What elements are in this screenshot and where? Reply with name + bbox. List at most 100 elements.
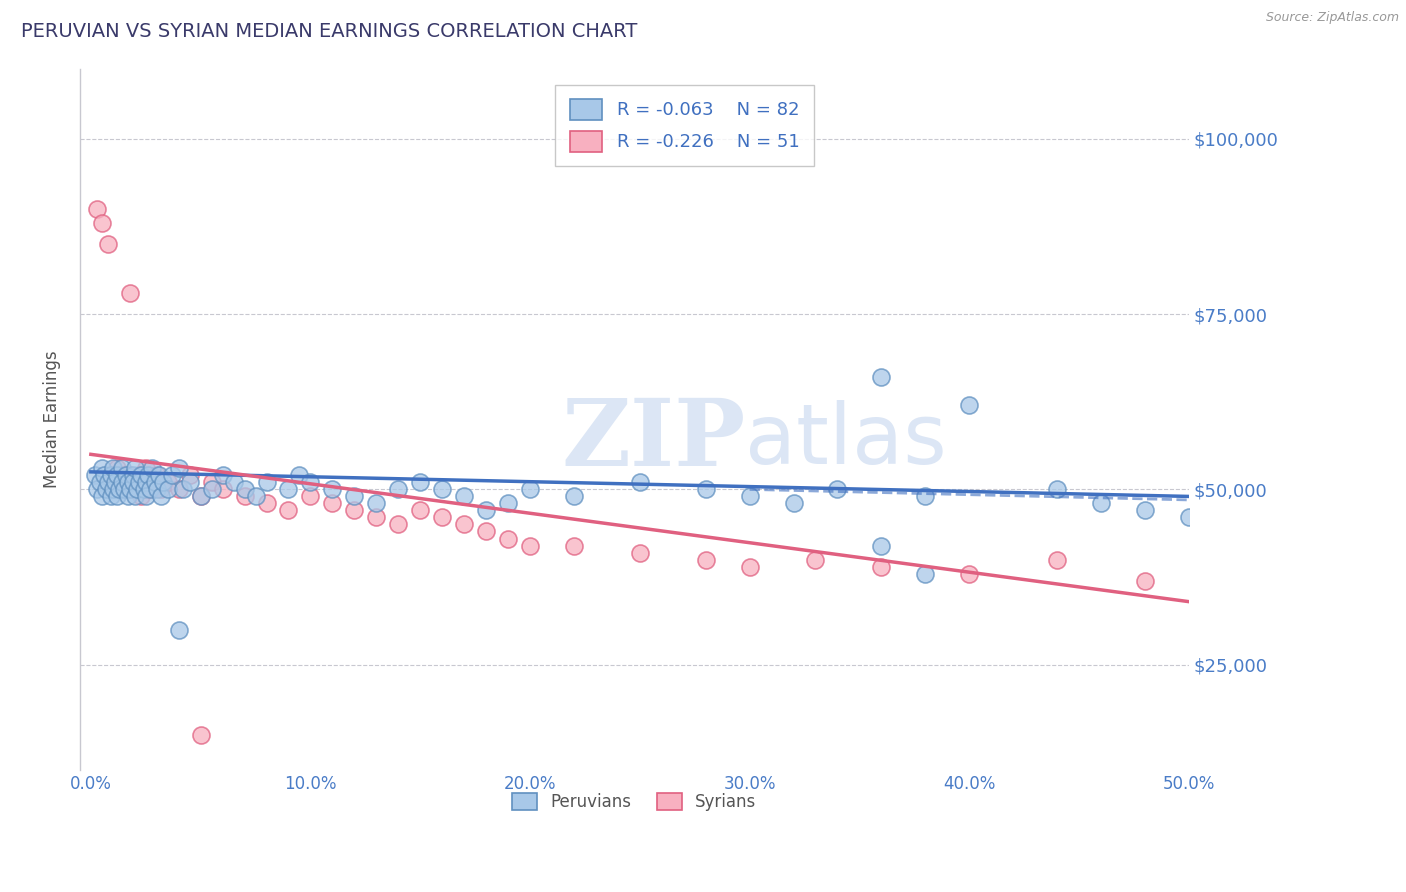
Point: [496, 532, 519, 546]
Point: [695, 552, 717, 566]
Point: [97, 475, 120, 490]
Point: [90, 461, 112, 475]
Point: [86, 202, 108, 216]
Point: [1046, 483, 1069, 497]
Point: [167, 623, 190, 637]
Point: [1046, 552, 1069, 566]
Point: [738, 490, 761, 504]
Point: [299, 490, 322, 504]
Point: [110, 468, 132, 483]
Point: [112, 475, 135, 490]
Point: [167, 461, 190, 475]
Point: [101, 461, 124, 475]
Y-axis label: Median Earnings: Median Earnings: [44, 351, 60, 488]
Point: [387, 517, 409, 532]
Point: [105, 490, 128, 504]
Point: [150, 490, 173, 504]
Point: [160, 468, 183, 483]
Point: [628, 475, 651, 490]
Point: [93, 468, 115, 483]
Point: [117, 490, 139, 504]
Point: [96, 483, 118, 497]
Point: [172, 483, 194, 497]
Point: [201, 475, 224, 490]
Point: [496, 496, 519, 510]
Point: [131, 468, 153, 483]
Point: [222, 475, 245, 490]
Point: [453, 517, 475, 532]
Point: [135, 490, 157, 504]
Point: [1133, 503, 1156, 517]
Point: [782, 496, 804, 510]
Point: [89, 475, 111, 490]
Point: [115, 483, 138, 497]
Point: [136, 468, 159, 483]
Point: [914, 566, 936, 581]
Point: [827, 483, 849, 497]
Point: [110, 461, 132, 475]
Point: [141, 461, 163, 475]
Point: [156, 475, 179, 490]
Point: [104, 475, 127, 490]
Point: [145, 468, 167, 483]
Point: [135, 461, 157, 475]
Point: [141, 483, 163, 497]
Point: [124, 461, 146, 475]
Point: [124, 490, 146, 504]
Point: [870, 370, 893, 384]
Point: [190, 490, 212, 504]
Point: [117, 475, 139, 490]
Text: atlas: atlas: [745, 400, 948, 481]
Point: [256, 496, 278, 510]
Point: [100, 490, 122, 504]
Point: [201, 483, 224, 497]
Point: [179, 468, 201, 483]
Point: [139, 483, 162, 497]
Point: [135, 475, 157, 490]
Text: Source: ZipAtlas.com: Source: ZipAtlas.com: [1265, 11, 1399, 24]
Point: [128, 468, 150, 483]
Point: [179, 475, 201, 490]
Point: [343, 490, 366, 504]
Point: [738, 559, 761, 574]
Point: [432, 510, 454, 524]
Point: [97, 236, 120, 251]
Point: [562, 490, 585, 504]
Point: [519, 539, 541, 553]
Point: [145, 483, 167, 497]
Point: [86, 483, 108, 497]
Point: [139, 475, 162, 490]
Point: [1133, 574, 1156, 588]
Point: [957, 566, 980, 581]
Point: [105, 461, 128, 475]
Point: [101, 475, 124, 490]
Point: [190, 490, 212, 504]
Point: [256, 475, 278, 490]
Legend: Peruvians, Syrians: Peruvians, Syrians: [499, 780, 769, 825]
Text: ZIP: ZIP: [561, 395, 745, 485]
Point: [245, 490, 267, 504]
Point: [277, 483, 299, 497]
Point: [957, 398, 980, 412]
Point: [101, 468, 124, 483]
Point: [101, 483, 124, 497]
Point: [152, 475, 174, 490]
Point: [125, 483, 148, 497]
Point: [387, 483, 409, 497]
Point: [695, 483, 717, 497]
Point: [409, 475, 432, 490]
Point: [90, 216, 112, 230]
Point: [131, 490, 153, 504]
Point: [90, 490, 112, 504]
Point: [366, 510, 388, 524]
Point: [121, 468, 143, 483]
Point: [366, 496, 388, 510]
Point: [1090, 496, 1112, 510]
Point: [475, 503, 498, 517]
Point: [628, 545, 651, 559]
Point: [148, 468, 170, 483]
Point: [124, 475, 146, 490]
Point: [156, 483, 179, 497]
Point: [100, 468, 122, 483]
Point: [143, 475, 166, 490]
